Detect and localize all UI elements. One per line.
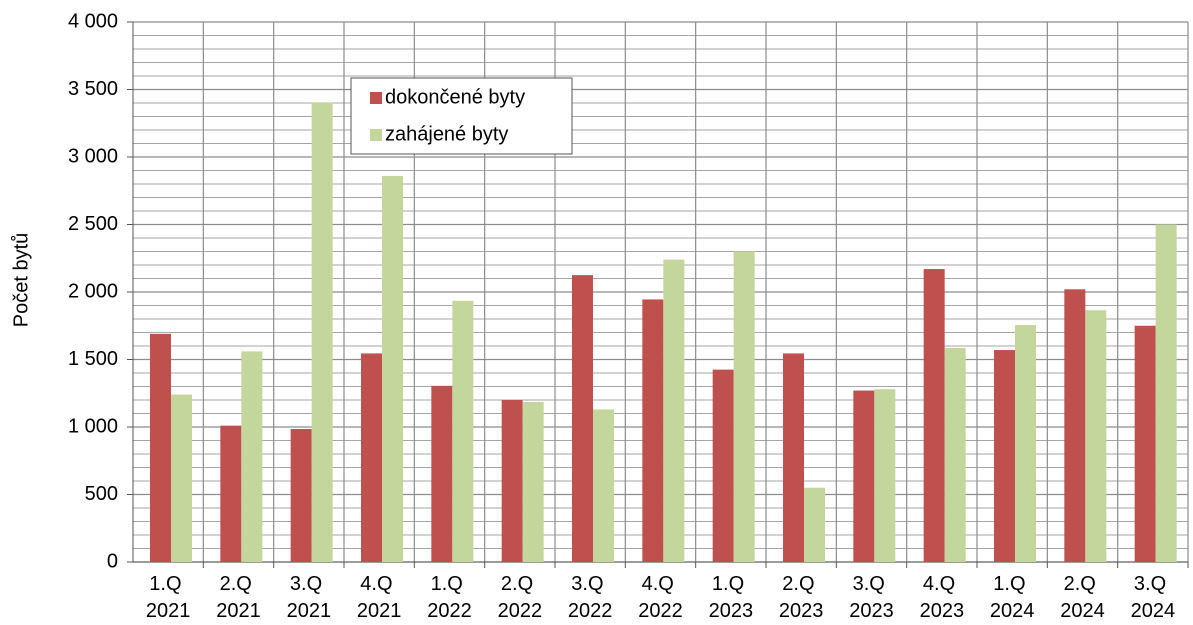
y-axis-label: Počet bytů — [10, 233, 32, 328]
legend-label: dokončené byty — [385, 86, 525, 108]
y-tick-label: 2 500 — [68, 213, 118, 235]
x-tick-label: 2.Q 2022 — [498, 573, 543, 622]
x-tick-label: 2.Q 2024 — [1060, 573, 1105, 622]
bar — [241, 351, 263, 562]
bar — [642, 299, 664, 562]
bar — [593, 409, 614, 562]
bar — [522, 402, 544, 562]
bar — [1155, 224, 1177, 562]
bar — [290, 429, 312, 562]
bar — [361, 353, 382, 562]
bar — [501, 400, 523, 562]
bar — [874, 389, 896, 562]
bar — [1015, 325, 1036, 562]
x-tick-label: 1.Q 2022 — [427, 573, 472, 622]
bar — [663, 259, 685, 562]
bar — [923, 269, 945, 562]
x-tick-label: 1.Q 2023 — [709, 573, 754, 622]
x-tick-label: 2.Q 2021 — [216, 573, 261, 622]
y-tick-label: 1 000 — [68, 415, 118, 437]
bar — [150, 333, 171, 562]
x-tick-label: 1.Q 2021 — [146, 573, 191, 622]
bar — [171, 394, 192, 562]
bar — [733, 251, 755, 562]
x-tick-label: 2.Q 2023 — [779, 573, 824, 622]
bar — [804, 487, 825, 562]
legend-box — [350, 77, 573, 155]
y-tick-label: 3 000 — [68, 145, 118, 167]
bar — [853, 390, 875, 562]
bar — [994, 350, 1015, 562]
legend-marker — [370, 92, 382, 104]
bar — [382, 175, 403, 562]
x-tick-label: 4.Q 2021 — [357, 573, 402, 622]
bar — [712, 369, 734, 562]
y-tick-label: 1 500 — [68, 348, 118, 370]
bar — [1134, 325, 1156, 562]
bar — [452, 300, 474, 562]
x-tick-label: 3.Q 2023 — [849, 573, 894, 622]
x-tick-label: 1.Q 2024 — [990, 573, 1035, 622]
bar — [311, 102, 333, 562]
y-tick-label: 3 500 — [68, 78, 118, 100]
y-tick-label: 4 000 — [68, 10, 118, 32]
bar — [1085, 310, 1107, 562]
legend-label: zahájené byty — [385, 123, 508, 145]
bar — [1064, 289, 1086, 562]
bar — [431, 385, 453, 562]
x-tick-label: 4.Q 2022 — [638, 573, 683, 622]
x-tick-label: 3.Q 2024 — [1131, 573, 1176, 622]
x-tick-label: 4.Q 2023 — [920, 573, 965, 622]
bar — [572, 275, 593, 562]
legend-marker — [370, 129, 382, 141]
bar — [220, 425, 242, 562]
y-tick-label: 0 — [107, 550, 118, 572]
y-tick-label: 500 — [85, 483, 118, 505]
x-tick-label: 3.Q 2021 — [287, 573, 332, 622]
bar — [944, 348, 966, 562]
y-tick-label: 2 000 — [68, 280, 118, 302]
bar — [783, 353, 804, 562]
x-tick-label: 3.Q 2022 — [568, 573, 613, 622]
